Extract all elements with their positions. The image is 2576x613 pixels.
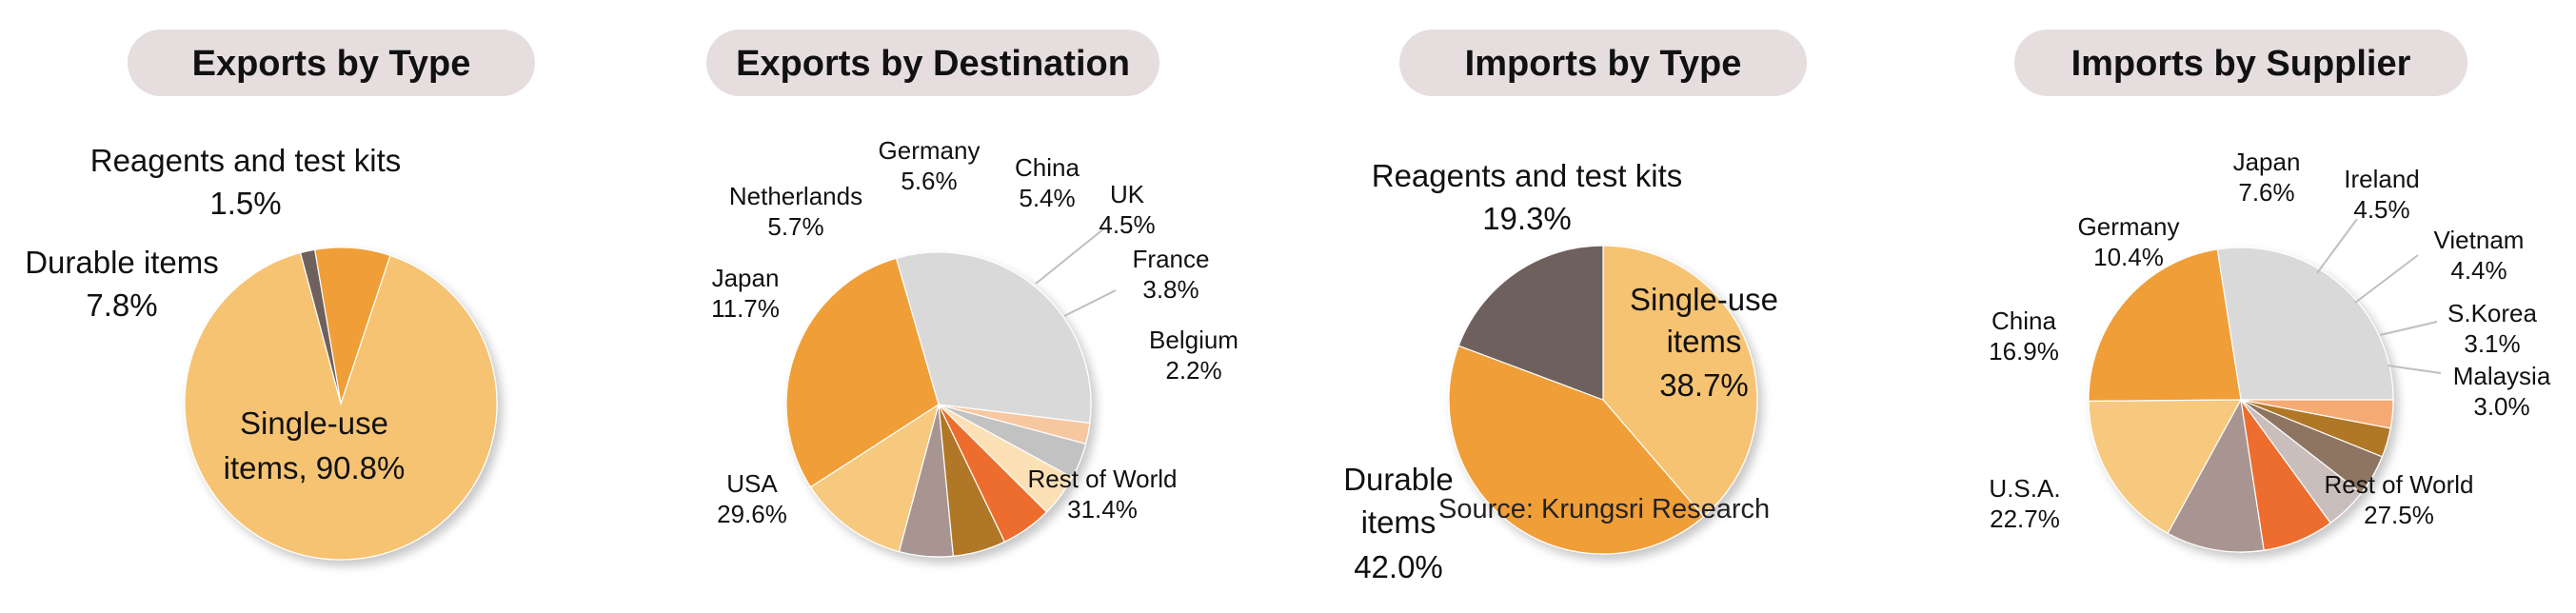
slice-name-label: Germany xyxy=(2078,212,2180,241)
slice-value-label: 42.0% xyxy=(1354,549,1443,584)
slice-name-label: items xyxy=(1667,324,1742,359)
slice-value-label: 19.3% xyxy=(1482,201,1572,236)
slice-value-label: 11.7% xyxy=(711,294,780,323)
slice-name-label: Germany xyxy=(879,136,981,165)
slice-value-label: 1.5% xyxy=(209,186,281,221)
title-pill-1: Exports by Destination xyxy=(706,30,1159,96)
slice-name-label: Rest of World xyxy=(1027,465,1177,493)
slice-value-label: 29.6% xyxy=(717,500,787,528)
slice-value-label: 10.4% xyxy=(2093,243,2164,271)
slice-name-label: Japan xyxy=(2233,148,2301,176)
slice-name-label: UK xyxy=(1110,180,1145,208)
slice-value-label: 4.4% xyxy=(2450,256,2507,285)
slice-name-label: France xyxy=(1133,245,1210,273)
pie-slice-belgium xyxy=(938,404,1091,445)
title-pill-3: Imports by Supplier xyxy=(2014,30,2467,96)
source-note: Source: Krungsri Research xyxy=(1438,494,1770,524)
slice-value-label: 2.2% xyxy=(1165,356,1221,385)
pie-slice-germany xyxy=(2167,398,2265,553)
chart-title: Imports by Supplier xyxy=(2071,44,2411,84)
pie-exports-by-destination xyxy=(785,251,1092,558)
pie-imports-by-supplier xyxy=(2088,247,2394,553)
slice-value-label: 22.7% xyxy=(1990,504,2060,533)
labels-chart-1: Germany 5.6% China 5.4% UK 4.5% Netherla… xyxy=(711,136,1238,528)
slice-name-label: Reagents and test kits xyxy=(1372,158,1683,193)
slice-name-label: Rest of World xyxy=(2324,470,2473,499)
slice-name-label: China xyxy=(1015,153,1080,182)
slice-name-label: Single-use xyxy=(1630,282,1778,317)
slice-value-label: 38.7% xyxy=(1659,367,1749,403)
pie-slice-usa xyxy=(785,257,940,488)
chart-title: Exports by Destination xyxy=(736,44,1130,84)
pie-slice-durable-items xyxy=(1448,345,1705,555)
slice-name-label: USA xyxy=(726,469,778,498)
slice-name-label: Vietnam xyxy=(2434,226,2525,254)
labels-chart-3: Japan 7.6% Ireland 4.5% Germany 10.4% Vi… xyxy=(1989,148,2551,533)
slice-name-label: Malaysia xyxy=(2453,362,2551,390)
pie-imports-by-type xyxy=(1448,245,1758,555)
slice-value-label: items, 90.8% xyxy=(224,450,406,485)
slice-name-label: Reagents and test kits xyxy=(90,143,402,178)
pie-slice-single-use-items xyxy=(184,251,498,561)
pie-slice-reagents-and-test-kits xyxy=(299,248,342,405)
slice-value-label: 5.6% xyxy=(901,167,957,195)
slice-name-label: China xyxy=(1991,306,2056,335)
slice-name-label: Belgium xyxy=(1149,326,1238,354)
slice-value-label: 4.5% xyxy=(2353,195,2409,224)
slice-value-label: 16.9% xyxy=(1989,337,2059,366)
slice-name-label: Single-use xyxy=(240,405,388,441)
pie-slice-reagents-and-test-kits xyxy=(1457,245,1604,401)
chart-title: Imports by Type xyxy=(1465,44,1742,84)
title-pill-2: Imports by Type xyxy=(1399,30,1807,96)
slice-value-label: 4.5% xyxy=(1099,210,1155,239)
slice-name-label: Durable xyxy=(1343,462,1454,497)
labels-chart-0: Reagents and test kits 1.5% Durable item… xyxy=(25,143,405,485)
slice-value-label: 7.6% xyxy=(2238,178,2294,207)
slice-value-label: 3.1% xyxy=(2464,329,2520,358)
leader-lines xyxy=(1035,218,2442,374)
slice-name-label: Ireland xyxy=(2344,165,2420,193)
slice-name-label: Durable items xyxy=(25,245,219,280)
slice-value-label: 5.4% xyxy=(1019,184,1075,212)
label-name-part: Single-use xyxy=(240,405,388,441)
pie-slice-china xyxy=(2088,399,2243,535)
pie-slice-single-use-items xyxy=(1602,245,1758,518)
pie-slice-rest-of-world xyxy=(895,251,1092,425)
slice-name-label: Netherlands xyxy=(729,182,862,210)
pie-slice-japan xyxy=(809,403,940,553)
pie-exports-by-type xyxy=(184,247,498,561)
slice-name-label: S.Korea xyxy=(2447,299,2537,327)
slice-value-label: 3.8% xyxy=(1142,275,1199,304)
slice-value-label: 3.0% xyxy=(2473,392,2529,421)
title-pill-0: Exports by Type xyxy=(128,30,535,96)
slice-value-label: 7.8% xyxy=(86,287,157,323)
slice-name-label: Japan xyxy=(712,264,780,292)
labels-chart-2: Reagents and test kits 19.3% Single-use … xyxy=(1343,158,1778,584)
slice-name-label: U.S.A. xyxy=(1989,474,2060,503)
slice-value-label: 31.4% xyxy=(1067,495,1138,524)
pie-slice-u-s-a xyxy=(2088,248,2242,403)
slice-name-label: items xyxy=(1361,504,1437,540)
chart-title: Exports by Type xyxy=(192,44,471,84)
slice-value-label: 27.5% xyxy=(2364,501,2434,529)
pie-slice-malaysia xyxy=(2240,399,2394,429)
pie-slice-rest-of-world xyxy=(2216,247,2394,401)
slice-value-label: 5.7% xyxy=(767,212,823,241)
